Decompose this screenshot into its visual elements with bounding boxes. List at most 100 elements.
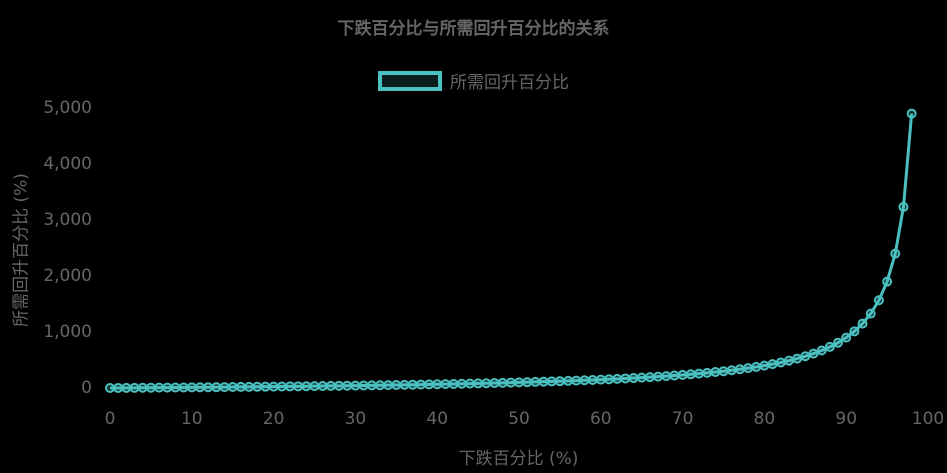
data-point[interactable] [873,295,884,306]
data-point[interactable] [260,381,271,392]
data-point[interactable] [154,382,165,393]
data-point[interactable] [710,367,721,378]
data-point[interactable] [440,379,451,390]
data-point[interactable] [366,380,377,391]
data-point[interactable] [775,357,786,368]
data-point[interactable] [808,348,819,359]
data-point[interactable] [759,360,770,371]
data-point[interactable] [342,380,353,391]
data-point[interactable] [693,368,704,379]
data-point[interactable] [563,375,574,386]
data-point[interactable] [129,382,140,393]
data-point[interactable] [317,381,328,392]
data-point[interactable] [702,367,713,378]
data-point[interactable] [718,366,729,377]
data-point[interactable] [816,345,827,356]
data-point[interactable] [587,374,598,385]
data-point[interactable] [653,371,664,382]
data-point[interactable] [113,382,124,393]
data-point[interactable] [857,318,868,329]
data-point[interactable] [481,378,492,389]
data-point[interactable] [743,363,754,374]
data-point[interactable] [783,355,794,366]
data-point[interactable] [219,382,230,393]
data-point[interactable] [636,372,647,383]
data-point[interactable] [677,369,688,380]
data-point[interactable] [244,381,255,392]
data-point[interactable] [407,379,418,390]
data-point[interactable] [432,379,443,390]
data-point[interactable] [865,308,876,319]
data-point[interactable] [669,370,680,381]
legend-label[interactable]: 所需回升百分比 [450,73,569,93]
data-point[interactable] [284,381,295,392]
data-point[interactable] [767,359,778,370]
data-point[interactable] [383,380,394,391]
data-point[interactable] [833,337,844,348]
data-point[interactable] [309,381,320,392]
data-point[interactable] [906,108,917,119]
data-point[interactable] [203,382,214,393]
data-point[interactable] [489,378,500,389]
data-point[interactable] [276,381,287,392]
data-point[interactable] [252,381,263,392]
data-point[interactable] [399,379,410,390]
data-point[interactable] [235,381,246,392]
data-point[interactable] [162,382,173,393]
data-point[interactable] [824,341,835,352]
data-point[interactable] [473,378,484,389]
data-point[interactable] [464,378,475,389]
legend-swatch[interactable] [378,70,442,91]
data-point[interactable] [661,371,672,382]
data-point[interactable] [554,376,565,387]
data-point[interactable] [882,276,893,287]
data-point[interactable] [890,248,901,259]
data-point[interactable] [538,376,549,387]
data-point[interactable] [334,380,345,391]
data-point[interactable] [514,377,524,388]
data-point[interactable] [546,376,557,387]
data-point[interactable] [170,382,181,393]
legend[interactable]: 所需回升百分比 [0,68,947,93]
data-point[interactable] [178,382,189,393]
data-point[interactable] [841,332,852,343]
data-point[interactable] [726,365,737,376]
data-point[interactable] [448,378,459,389]
data-point[interactable] [424,379,435,390]
data-point[interactable] [571,375,582,386]
data-point[interactable] [628,373,639,384]
data-point[interactable] [391,379,402,390]
data-point[interactable] [227,382,238,393]
data-point[interactable] [595,374,606,385]
data-point[interactable] [415,379,426,390]
data-point[interactable] [186,382,197,393]
data-point[interactable] [301,381,312,392]
data-point[interactable] [751,361,762,372]
data-point[interactable] [603,374,614,385]
data-point[interactable] [530,376,541,387]
data-point[interactable] [579,375,590,386]
data-point[interactable] [194,382,205,393]
data-point[interactable] [456,378,467,389]
data-point[interactable] [849,326,860,337]
data-point[interactable] [358,380,369,391]
data-point[interactable] [374,380,385,391]
data-point[interactable] [644,372,655,383]
data-point[interactable] [325,380,336,391]
data-point[interactable] [800,351,811,362]
data-point[interactable] [137,382,148,393]
data-point[interactable] [145,382,156,393]
data-point[interactable] [685,369,696,380]
data-point[interactable] [734,364,745,375]
data-point[interactable] [497,377,508,388]
data-point[interactable] [898,201,909,212]
data-point[interactable] [293,381,304,392]
data-point[interactable] [612,373,623,384]
data-point[interactable] [505,377,516,388]
data-point[interactable] [211,382,222,393]
data-point[interactable] [121,382,132,393]
data-point[interactable] [620,373,631,384]
data-point[interactable] [792,353,803,364]
data-point[interactable] [350,380,361,391]
data-point[interactable] [105,383,115,393]
